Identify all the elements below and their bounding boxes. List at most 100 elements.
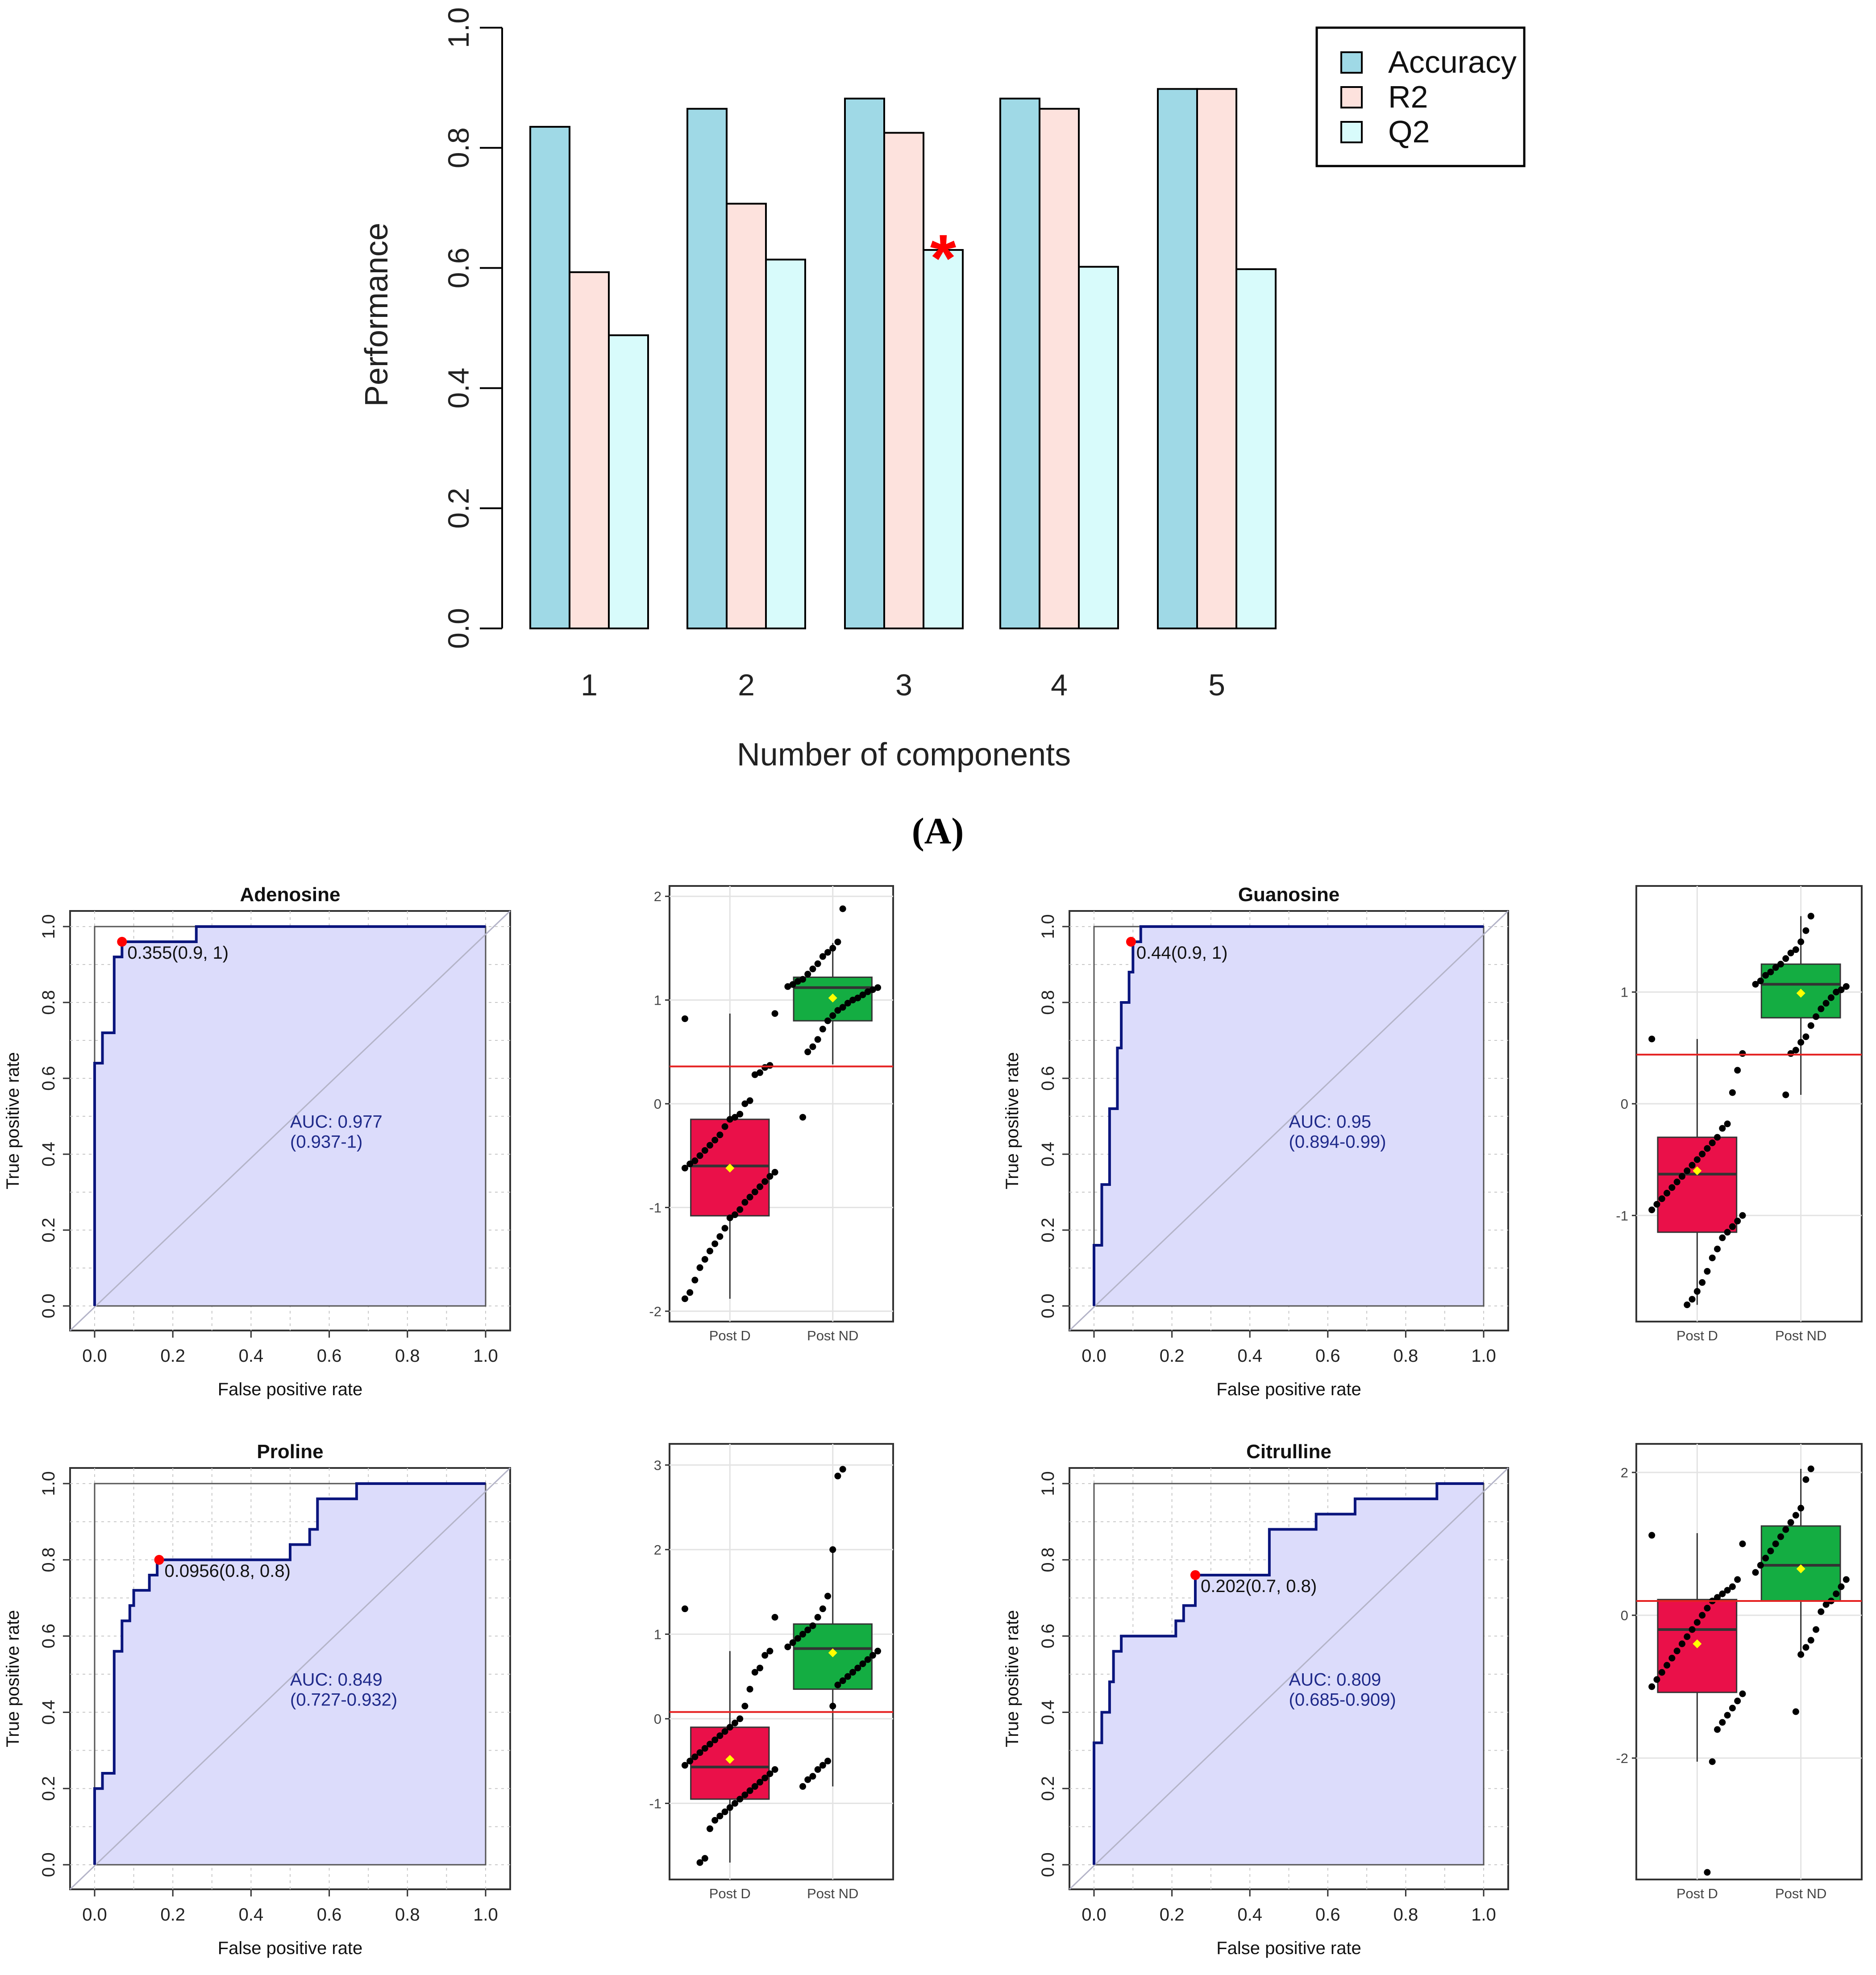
boxplot-point — [716, 1131, 724, 1139]
boxplot-point — [1653, 1201, 1660, 1208]
bar-accuracy-5 — [1157, 88, 1198, 630]
boxplot-point — [1838, 1583, 1845, 1590]
roc-ci-label: (0.937-1) — [290, 1132, 362, 1152]
bar-r2-3 — [883, 132, 924, 629]
boxplot-point — [1709, 1139, 1716, 1147]
panel-a-label: (A) — [912, 811, 964, 852]
roc-y-tick-label: 1.0 — [1038, 914, 1058, 939]
roc-y-tick-label: 1.0 — [1038, 1471, 1058, 1496]
boxplot-mean-marker — [828, 993, 837, 1002]
boxplot-point — [1787, 1050, 1794, 1057]
boxplot-point — [701, 1147, 708, 1154]
roc-y-tick-label: 0.6 — [39, 1624, 58, 1649]
boxplot-point — [691, 1276, 699, 1284]
boxplot-point — [731, 1719, 738, 1726]
roc-y-tick-label: 0.8 — [1038, 1547, 1058, 1572]
bar-q2-1 — [608, 334, 649, 629]
boxplot-point — [814, 1614, 821, 1621]
boxplot-point — [854, 1664, 861, 1671]
boxplot-y-tick-label: -2 — [649, 1304, 661, 1319]
boxplot-point — [794, 1635, 801, 1642]
boxplot-point — [824, 1592, 832, 1600]
legend-label-r2: R2 — [1388, 79, 1428, 114]
boxplot-point — [1729, 1223, 1736, 1230]
boxplot-mean-marker — [1796, 1564, 1805, 1573]
roc-x-tick-label: 0.8 — [1393, 1905, 1418, 1925]
boxplot-point — [1734, 1067, 1741, 1074]
roc-chart-guanosine: 0.0 0.0 0.2 0.2 0.4 0.4 0.6 0.6 0.8 0.8 1.0 1.0 Guan… — [1002, 884, 1509, 1399]
boxplot-box-1 — [1760, 963, 1841, 1019]
boxplot-point — [1752, 1569, 1759, 1576]
boxplot-point — [721, 1123, 728, 1130]
metabolite-charts: 0.0 0.0 0.2 0.2 0.4 0.4 0.6 0.6 0.8 0.8 1.0 1.0 Aden… — [3, 884, 1863, 1958]
boxplot-point — [1724, 1587, 1731, 1594]
boxplot-point — [731, 1800, 738, 1807]
boxplot-y-tick-label: 0 — [654, 1096, 661, 1112]
boxplot-point — [1792, 946, 1799, 953]
roc-y-tick-label: 0.4 — [1038, 1700, 1058, 1725]
bar-accuracy-3 — [844, 97, 885, 629]
boxplot-point — [804, 1626, 811, 1634]
boxplot-point — [1843, 1576, 1850, 1583]
boxplot-point — [1772, 1540, 1779, 1547]
boxplot-point — [829, 944, 836, 952]
boxplot-adenosine: Post D Post ND -2 -1 0 1 2 — [649, 885, 894, 1343]
boxplot-point — [1668, 1655, 1676, 1662]
roc-ci-label: (0.894-0.99) — [1289, 1132, 1386, 1152]
roc-x-tick-label: 1.0 — [1471, 1346, 1496, 1366]
bar-q2-3 — [923, 249, 964, 629]
roc-cutoff-point — [1126, 937, 1136, 947]
boxplot-point — [1822, 1601, 1830, 1608]
boxplot-point — [726, 1116, 733, 1123]
boxplot-point — [1689, 1162, 1696, 1169]
roc-diagonal — [1069, 1467, 1509, 1890]
boxplot-point — [681, 1164, 688, 1172]
boxplot-mean-marker — [1796, 989, 1805, 998]
bar-accuracy-4 — [999, 97, 1040, 629]
boxplot-point — [686, 1160, 694, 1168]
boxplot-point — [1772, 964, 1779, 971]
boxplot-point — [726, 1724, 733, 1731]
bar-x-tick-label: 1 — [581, 668, 598, 702]
boxplot-x-tick-label: Post D — [709, 1886, 751, 1901]
boxplot-mean-marker — [725, 1164, 735, 1173]
boxplot-x-tick-label: Post ND — [807, 1328, 858, 1343]
roc-y-tick-label: 0.8 — [39, 990, 58, 1015]
boxplot-point — [711, 1817, 719, 1824]
boxplot-point — [1648, 1035, 1656, 1043]
boxplot-point — [1807, 1022, 1814, 1029]
boxplot-point — [721, 1808, 728, 1815]
boxplot-point — [869, 1652, 876, 1659]
boxplot-point — [746, 1193, 753, 1201]
boxplot-point — [1734, 1218, 1741, 1225]
boxplot-point — [819, 1026, 826, 1033]
roc-y-tick-label: 0.8 — [39, 1547, 58, 1572]
roc-x-tick-label: 1.0 — [473, 1346, 498, 1366]
boxplot-point — [741, 1791, 749, 1798]
boxplot-point — [1739, 1690, 1746, 1697]
legend-swatch-r2 — [1340, 86, 1363, 108]
roc-y-tick-label: 1.0 — [39, 1471, 58, 1496]
boxplot-point — [726, 1214, 733, 1222]
boxplot-y-tick-label: -1 — [1616, 1208, 1628, 1223]
roc-auc-label: AUC: 0.849 — [290, 1670, 383, 1690]
bar-chart: 0.0 0.2 0.4 0.6 0.8 1.0 1 2 3 4 5 Performance Numb… — [359, 7, 1526, 773]
bar-x-tick-label: 3 — [895, 668, 912, 702]
boxplot-point — [751, 1783, 758, 1790]
roc-y-tick-label: 0.2 — [39, 1218, 58, 1243]
boxplot-y-tick-label: 0 — [1621, 1096, 1628, 1112]
boxplot-point — [1762, 972, 1769, 979]
boxplot-point — [1729, 1583, 1736, 1590]
boxplot-point — [1664, 1662, 1671, 1669]
boxplot-mean-marker — [1693, 1166, 1702, 1176]
boxplot-point — [1709, 1254, 1716, 1261]
roc-diagonal — [69, 1467, 511, 1890]
roc-diagonal — [1069, 910, 1509, 1331]
boxplot-point — [1648, 1683, 1656, 1690]
boxplot-point — [706, 1142, 713, 1149]
boxplot-point — [799, 1630, 807, 1638]
boxplot-point — [681, 1762, 688, 1769]
boxplot-point — [1782, 1091, 1789, 1098]
roc-cutoff-point — [154, 1555, 164, 1565]
roc-x-tick-label: 0.4 — [239, 1346, 264, 1366]
